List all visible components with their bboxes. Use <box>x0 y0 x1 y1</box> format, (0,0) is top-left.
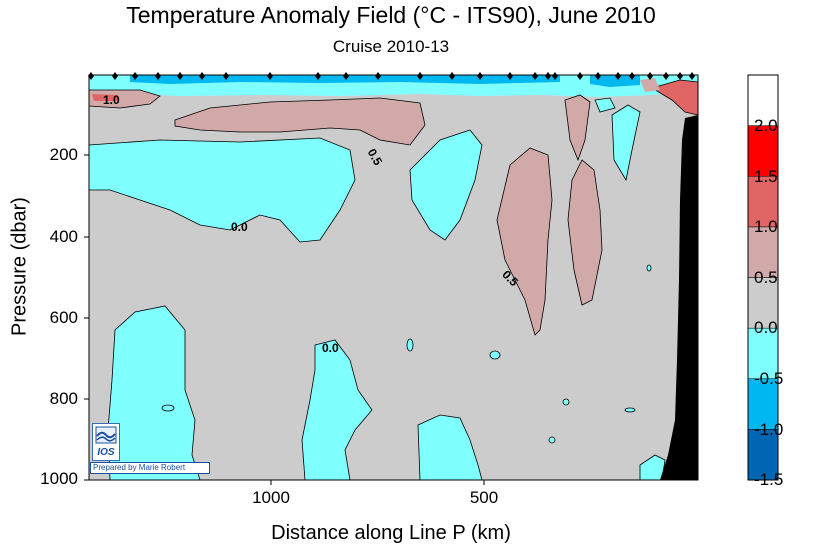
station-marker <box>689 72 695 80</box>
y-tick-label: 1000 <box>40 469 78 488</box>
colorbar-swatch <box>747 125 779 177</box>
cold-blob-upper-mid <box>409 129 483 241</box>
cold-speck-5 <box>624 407 636 413</box>
cold-speck-1 <box>406 338 414 352</box>
station-marker <box>647 72 653 80</box>
station-marker <box>112 72 118 80</box>
ios-logo <box>92 423 120 461</box>
contour-label: 0.0 <box>231 220 248 234</box>
colorbar-tick-label: -1.0 <box>754 420 784 439</box>
station-marker <box>132 72 138 80</box>
cold-speck-7 <box>548 436 556 444</box>
station-marker <box>155 72 161 80</box>
x-tick-label: 500 <box>469 488 499 507</box>
station-marker <box>577 72 583 80</box>
station-marker <box>417 72 423 80</box>
colorbar-tick-label: -1.5 <box>754 470 784 489</box>
y-tick-label: 800 <box>49 389 78 408</box>
station-marker <box>177 72 183 80</box>
station-marker <box>615 72 621 80</box>
station-marker <box>315 72 321 80</box>
colorbar-swatch <box>747 226 779 278</box>
station-marker <box>223 72 229 80</box>
warm-column-right-2 <box>564 94 591 162</box>
station-marker <box>663 72 669 80</box>
station-marker <box>629 72 635 80</box>
station-marker <box>449 72 455 80</box>
warm-patch-left <box>92 94 118 101</box>
cold-blob-lower-left <box>107 305 201 481</box>
colorbar-tick-label: 1.5 <box>754 167 778 186</box>
chart-title: Temperature Anomaly Field (°C - ITS90), … <box>126 2 656 28</box>
colorbar-swatch <box>747 277 779 329</box>
warm-patch-right-2 <box>640 78 660 92</box>
credit-label: Prepared by Marie Robert <box>90 462 210 474</box>
contour-label: 0.0 <box>322 341 339 355</box>
cold-speck-6 <box>646 264 652 272</box>
cold-blob-upper-left <box>88 137 356 243</box>
colorbar-tick-label: 0.0 <box>754 318 778 337</box>
station-marker <box>343 72 349 80</box>
station-markers <box>88 72 695 80</box>
station-marker <box>199 72 205 80</box>
colorbar-tick-label: 0.5 <box>754 268 778 287</box>
cold-blob-upper-right <box>611 104 641 182</box>
station-marker <box>507 72 513 80</box>
colorbar-tick-label: -0.5 <box>754 369 784 388</box>
plot-frame <box>88 74 699 481</box>
station-marker <box>375 72 381 80</box>
colorbar-tick-label: 1.0 <box>754 217 778 236</box>
station-marker <box>677 72 683 80</box>
station-marker <box>545 72 551 80</box>
cold-speck-2 <box>489 350 501 360</box>
station-marker <box>595 72 601 80</box>
colorbar-swatch <box>747 327 779 379</box>
colorbar-tick-label: 2.0 <box>754 116 778 135</box>
x-tick-label: 1000 <box>252 488 290 507</box>
station-marker <box>477 72 483 80</box>
y-tick-label: 200 <box>49 145 78 164</box>
x-axis-ticks <box>270 480 485 485</box>
bathymetry-mask <box>660 115 698 480</box>
x-axis-label: Distance along Line P (km) <box>271 522 511 544</box>
wave-icon <box>95 426 117 444</box>
contour-label: 1.0 <box>103 93 120 107</box>
station-marker <box>552 72 558 80</box>
warm-band-upper <box>174 97 426 146</box>
warm-column-right <box>567 159 603 306</box>
chart-subtitle: Cruise 2010-13 <box>332 37 450 56</box>
warm-column-center <box>496 147 553 336</box>
y-axis-ticks <box>84 154 89 481</box>
logo-text: IOS <box>97 447 115 458</box>
cold-blob-lower-mid <box>301 339 373 481</box>
station-marker <box>267 72 273 80</box>
cold-speck-4 <box>562 398 570 406</box>
colorbar-frame <box>747 74 779 481</box>
surface-colder-layer-2 <box>590 75 640 87</box>
y-tick-label: 400 <box>49 227 78 246</box>
station-marker <box>532 72 538 80</box>
cold-blob-surface-right <box>594 97 616 113</box>
cold-speck-3 <box>161 404 175 412</box>
y-tick-label: 600 <box>49 308 78 327</box>
y-axis-label: Pressure (dbar) <box>8 197 31 336</box>
